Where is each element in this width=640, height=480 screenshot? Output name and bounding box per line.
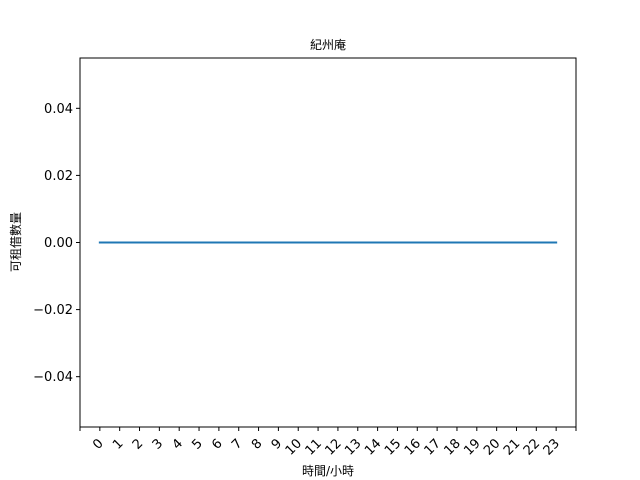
x-tick-label: 6	[209, 436, 225, 452]
chart-title: 紀州庵	[310, 37, 346, 52]
x-tick-label: 2	[130, 436, 146, 452]
x-axis-label: 時間/小時	[302, 464, 354, 478]
x-tick-label: 21	[501, 436, 523, 458]
x-tick-label: 12	[322, 436, 344, 458]
x-tick-label: 18	[441, 436, 463, 458]
x-tick-label: 8	[249, 436, 265, 452]
x-tick-label: 10	[283, 436, 305, 458]
y-tick-label: 0.02	[44, 169, 73, 184]
y-axis-label: 可租借數量	[9, 212, 23, 272]
y-tick-label: 0.00	[44, 236, 73, 251]
x-tick-label: 17	[422, 436, 444, 458]
y-tick-label: 0.04	[44, 102, 73, 117]
x-tick-label: 13	[342, 436, 364, 458]
x-tick-label: 11	[303, 436, 325, 458]
y-tick-label: −0.02	[33, 303, 73, 318]
x-tick-label: 14	[362, 436, 384, 458]
x-tick-label: 5	[189, 436, 205, 452]
x-tick-label: 23	[541, 436, 563, 458]
y-axis-ticks: −0.04 −0.02 0.00 0.02 0.04	[33, 102, 80, 385]
x-tick-label: 4	[170, 436, 186, 452]
x-tick-label: 7	[229, 436, 245, 452]
x-tick-label: 1	[110, 436, 126, 452]
x-tick-label: 0	[90, 436, 106, 452]
y-tick-label: −0.04	[33, 370, 73, 385]
x-tick-label: 15	[382, 436, 404, 458]
x-tick-label: 22	[521, 436, 543, 458]
plot-frame	[79, 57, 577, 428]
x-tick-label: 9	[269, 436, 285, 452]
x-tick-label: 20	[481, 436, 503, 458]
x-tick-label: 19	[461, 436, 483, 458]
x-tick-label: 16	[402, 436, 424, 458]
x-tick-label: 3	[150, 436, 166, 452]
